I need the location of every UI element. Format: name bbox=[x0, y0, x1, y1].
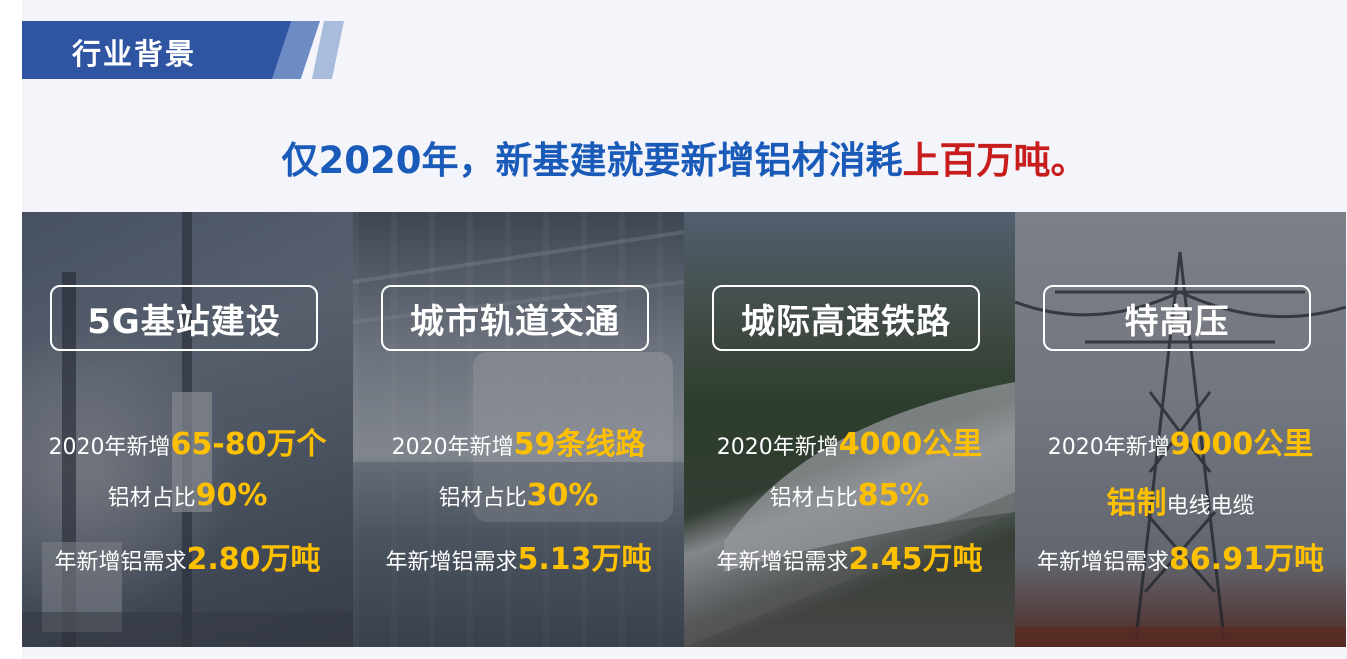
aluminum-demand-line: 年新增铝需求5.13万吨 bbox=[353, 534, 684, 578]
aluminum-share-line: 铝材占比30% bbox=[353, 478, 684, 513]
stat-value: 30% bbox=[526, 478, 599, 513]
aluminum-share-line: 铝材占比85% bbox=[684, 478, 1015, 513]
panel-rail-photo bbox=[684, 212, 1015, 647]
stat-value: 59条线路 bbox=[513, 427, 646, 462]
bullet-train-illustration bbox=[684, 382, 1015, 647]
panel-row: 5G基站建设 2020年新增65-80万个 铝材占比90% 年新增铝需求2.80… bbox=[22, 212, 1347, 647]
stat-value: 铝制 bbox=[1106, 486, 1167, 521]
panel-uhv-photo bbox=[1015, 212, 1346, 647]
aluminum-share-line: 铝材占比90% bbox=[22, 478, 353, 513]
stat-value: 65-80万个 bbox=[170, 427, 327, 462]
train-illustration bbox=[353, 230, 684, 647]
new-count-line: 2020年新增9000公里 bbox=[1015, 419, 1346, 463]
aluminum-demand-line: 年新增铝需求2.45万吨 bbox=[684, 534, 1015, 578]
panel-title: 城市轨道交通 bbox=[381, 285, 649, 351]
stat-value: 86.91万吨 bbox=[1169, 542, 1324, 577]
stat-label: 电线电缆 bbox=[1166, 494, 1255, 519]
new-count-line: 2020年新增59条线路 bbox=[353, 419, 684, 463]
section-banner: 行业背景 bbox=[22, 21, 352, 79]
stat-value: 2.80万吨 bbox=[186, 542, 321, 577]
section-title: 行业背景 bbox=[72, 37, 197, 71]
left-margin bbox=[0, 0, 22, 659]
aluminum-demand-line: 年新增铝需求2.80万吨 bbox=[22, 534, 353, 578]
stat-label: 2020年新增 bbox=[391, 435, 514, 460]
stat-value: 4000公里 bbox=[838, 427, 983, 462]
stat-label: 年新增铝需求 bbox=[54, 550, 187, 575]
panel-5g-photo bbox=[22, 212, 353, 647]
panel-high-speed-rail: 城际高速铁路 2020年新增4000公里 铝材占比85% 年新增铝需求2.45万… bbox=[684, 212, 1015, 647]
stat-value: 5.13万吨 bbox=[517, 542, 652, 577]
stat-label: 铝材占比 bbox=[438, 486, 527, 511]
panel-shade bbox=[684, 212, 1015, 647]
stat-label: 年新增铝需求 bbox=[385, 550, 518, 575]
panel-metro: 城市轨道交通 2020年新增59条线路 铝材占比30% 年新增铝需求5.13万吨 bbox=[353, 212, 684, 647]
stat-label: 铝材占比 bbox=[107, 486, 196, 511]
transmission-tower-illustration bbox=[1015, 251, 1346, 647]
panel-5g: 5G基站建设 2020年新增65-80万个 铝材占比90% 年新增铝需求2.80… bbox=[22, 212, 353, 647]
aluminum-use-line: 铝制电线电缆 bbox=[1015, 478, 1346, 522]
stat-value: 90% bbox=[195, 478, 268, 513]
stat-value: 85% bbox=[857, 478, 930, 513]
panel-shade bbox=[1015, 212, 1346, 647]
stat-label: 年新增铝需求 bbox=[716, 550, 849, 575]
panel-shade bbox=[353, 212, 684, 647]
base-station-illustration bbox=[22, 212, 353, 647]
slide: 行业背景 仅2020年，新基建就要新增铝材消耗上百万吨。 5G基站建设 2020… bbox=[22, 0, 1347, 659]
panel-title: 5G基站建设 bbox=[50, 285, 318, 351]
stat-label: 2020年新增 bbox=[716, 435, 839, 460]
panel-shade bbox=[22, 212, 353, 647]
panel-metro-photo bbox=[353, 212, 684, 647]
panel-title: 城际高速铁路 bbox=[712, 285, 980, 351]
headline: 仅2020年，新基建就要新增铝材消耗上百万吨。 bbox=[22, 130, 1347, 184]
new-count-line: 2020年新增4000公里 bbox=[684, 419, 1015, 463]
stat-label: 年新增铝需求 bbox=[1037, 550, 1170, 575]
stat-value: 9000公里 bbox=[1169, 427, 1314, 462]
aluminum-demand-line: 年新增铝需求86.91万吨 bbox=[1015, 534, 1346, 578]
headline-main: 仅2020年，新基建就要新增铝材消耗 bbox=[281, 139, 903, 182]
banner-bar bbox=[22, 21, 310, 79]
stat-label: 2020年新增 bbox=[1047, 435, 1170, 460]
new-count-line: 2020年新增65-80万个 bbox=[22, 419, 353, 463]
panel-uhv: 特高压 2020年新增9000公里 铝制电线电缆 年新增铝需求86.91万吨 bbox=[1015, 212, 1346, 647]
stat-value: 2.45万吨 bbox=[848, 542, 983, 577]
headline-emphasis: 上百万吨。 bbox=[902, 139, 1088, 182]
panel-title: 特高压 bbox=[1043, 285, 1311, 351]
stat-label: 2020年新增 bbox=[48, 435, 171, 460]
stat-label: 铝材占比 bbox=[769, 486, 858, 511]
